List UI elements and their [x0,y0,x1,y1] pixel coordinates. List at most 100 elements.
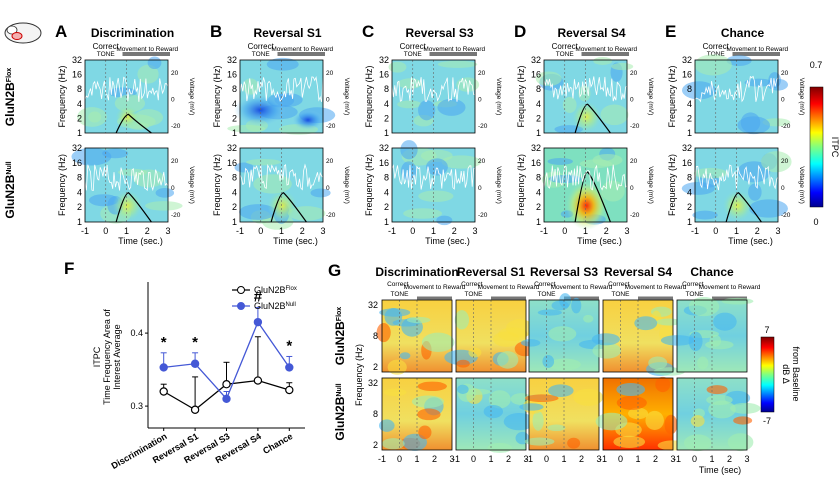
freq-tick: 4 [384,99,389,109]
row-label-text: GluN2B [3,174,17,218]
colorbar-label: dB Δ [781,364,791,384]
time-tick: 3 [449,454,454,464]
tone-label: TONE [404,51,423,58]
time-axis-label: Time (sec.) [273,236,318,246]
flox-heatmap: 32 16 8 4 2 1 Frequency (Hz) 20 0 -20 Voltage (mV) [57,55,195,138]
freq-tick: 2 [384,202,389,212]
panel-letter: B [210,22,222,41]
freq-axis-label: Frequency (Hz) [364,65,374,127]
voltage-tick: 0 [781,185,785,192]
heatmap-texture [611,62,634,71]
heatmap-texture [692,210,718,220]
freq-tick: 8 [232,84,237,94]
voltage-axis-label: Voltage (mV) [495,166,502,204]
heatmap-texture [748,183,762,201]
heatmap-texture [744,78,773,87]
tone-label: TONE [252,51,271,58]
heatmap-texture [71,147,112,166]
heatmap-texture [547,157,573,165]
movement-label: Movement to Reward [116,46,178,53]
flox-db-heatmap [444,299,536,373]
heatmap-frame [455,299,527,373]
significance-marker: * [192,334,198,351]
movement-label: Movement to Reward [699,284,761,291]
panel-title: Discrimination [375,265,458,279]
tone-label: TONE [465,291,484,298]
freq-tick: 1 [77,217,82,227]
panel-title: Chance [690,265,734,279]
voltage-tick: -20 [478,123,488,130]
heatmap-texture [376,323,391,343]
freq-tick: 4 [536,99,541,109]
freq-axis-label: Frequency (Hz) [354,344,364,406]
heatmap-texture [411,395,445,408]
freq-tick: 2 [687,202,692,212]
panel-title: Reversal S1 [457,265,525,279]
time-tick: 1 [709,454,714,464]
tone-label: TONE [556,51,575,58]
time-tick: 0 [103,226,108,236]
row-label: GluN2BFlox [3,68,17,127]
itpc-peak [566,181,608,231]
heatmap-texture [559,293,572,308]
flox-db-heatmap [660,296,754,373]
panel-title: Discrimination [91,26,174,40]
heatmap-texture [567,437,581,449]
freq-axis-label: Frequency (Hz) [516,65,526,127]
panel-title: Reversal S3 [530,265,598,279]
time-tick: 2 [145,226,150,236]
row-label-superscript: Null [336,383,343,396]
freq-tick: 8 [77,173,82,183]
heatmap-texture [600,104,629,126]
time-axis-label: Time (sec.) [118,236,163,246]
freq-tick: 32 [72,55,82,65]
tone-label: TONE [97,51,116,58]
heatmap-frame [455,377,527,451]
heatmap-texture [733,416,753,425]
panel-title: Reversal S1 [253,26,321,40]
flox-heatmap: 32 16 8 4 2 1 Frequency (Hz) 20 0 -20 Voltage (mV) [212,55,350,138]
freq-tick: 16 [531,70,541,80]
heatmap-texture [542,355,555,368]
heatmap-frame [543,59,628,134]
freq-tick: 4 [384,187,389,197]
low-itpc-region [234,94,286,126]
row-label-superscript: Flox [6,68,13,82]
flox-heatmap: 32 16 8 4 2 1 Frequency (Hz) 20 0 -20 Voltage (mV) [516,55,654,138]
legend-label-superscript: Null [286,302,296,308]
voltage-tick: 0 [781,97,785,104]
row-label-superscript: Null [6,161,13,174]
freq-axis-label: Frequency (Hz) [212,154,222,216]
x-tick-label: Chance [261,431,294,456]
colorbar-min: -7 [763,416,771,426]
colorbar-gradient [760,336,775,413]
time-tick: 3 [472,226,477,236]
freq-tick: 16 [227,70,237,80]
time-tick: -1 [599,454,607,464]
heatmap-texture [418,425,432,440]
heatmap-texture [730,402,761,414]
heatmap-frame [694,59,779,134]
time-tick: 2 [432,454,437,464]
voltage-tick: 0 [478,97,482,104]
time-tick: 3 [670,454,675,464]
freq-tick: 16 [72,158,82,168]
freq-tick: 4 [536,187,541,197]
heatmap-texture [437,98,466,116]
data-point [285,385,294,395]
freq-tick: 2 [384,113,389,123]
freq-tick: 8 [232,173,237,183]
time-tick: 3 [775,226,780,236]
voltage-tick: 0 [630,97,634,104]
legend-label: GluN2BNull [254,301,296,311]
heatmap-texture [253,174,292,194]
flox-db-heatmap [520,293,613,373]
voltage-tick: 20 [326,70,334,77]
freq-axis-label: Frequency (Hz) [364,154,374,216]
freq-tick: 1 [687,217,692,227]
y-axis-label: Interest Average [112,324,122,389]
heatmap-texture [656,318,682,326]
voltage-tick: 0 [326,185,330,192]
flox-db-heatmap [591,299,686,376]
